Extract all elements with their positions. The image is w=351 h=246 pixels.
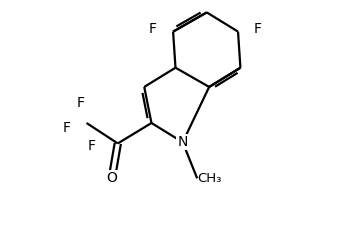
Text: N: N: [178, 135, 188, 149]
Text: F: F: [148, 22, 156, 36]
Text: F: F: [87, 139, 95, 153]
Text: F: F: [63, 121, 71, 135]
Text: F: F: [77, 96, 85, 110]
Text: CH₃: CH₃: [197, 172, 221, 185]
Text: O: O: [106, 171, 117, 185]
Text: F: F: [254, 22, 261, 36]
